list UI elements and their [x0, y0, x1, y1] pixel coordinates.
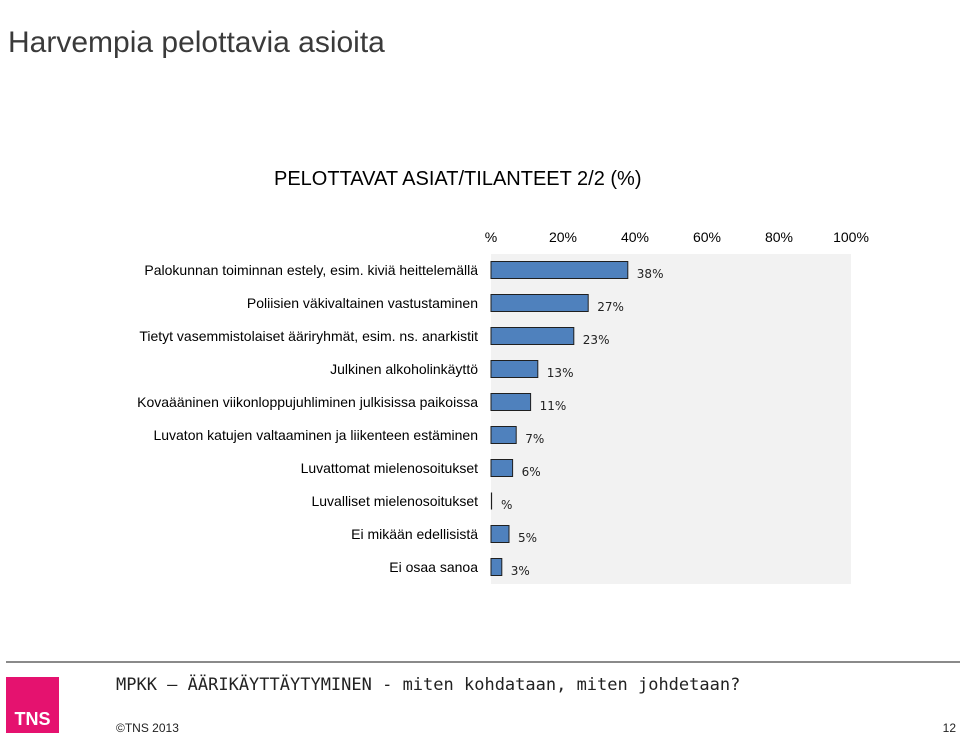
x-tick-label: 100% [833, 229, 869, 245]
value-label: 27% [597, 300, 624, 314]
value-label: 11% [540, 399, 567, 413]
x-tick-label: 60% [693, 229, 721, 245]
copyright-text: ©TNS 2013 [116, 721, 179, 735]
category-label: Tietyt vasemmistolaiset ääriryhmät, esim… [139, 328, 478, 344]
value-label: 5% [518, 531, 537, 545]
x-tick-label: % [485, 229, 497, 245]
value-label: 3% [511, 564, 530, 578]
bar [490, 459, 514, 477]
category-label: Palokunnan toiminnan estely, esim. kiviä… [144, 262, 478, 278]
value-label: % [501, 498, 512, 512]
bar-chart: % 20% 40% 60% 80% 100% Palokunnan toiminnan e… [137, 229, 869, 584]
footer-divider [6, 661, 960, 663]
bars [490, 261, 629, 576]
value-labels: 38% 27% 23% 13% 11% 7% 6%% 5% 3% [501, 267, 663, 578]
bar [490, 327, 575, 345]
bar [490, 360, 539, 378]
value-label: 13% [547, 366, 574, 380]
x-axis-tick-labels: % 20% 40% 60% 80% 100% [485, 229, 869, 245]
value-label: 38% [637, 267, 664, 281]
bar [490, 525, 510, 543]
category-label: Kovaääninen viikonloppujuhliminen julkis… [137, 394, 478, 410]
bar [490, 261, 629, 279]
tns-logo: TNS [6, 677, 59, 733]
x-tick-label: 40% [621, 229, 649, 245]
category-label: Poliisien väkivaltainen vastustaminen [247, 295, 478, 311]
bar [490, 558, 503, 576]
category-label: Julkinen alkoholinkäyttö [330, 361, 478, 377]
value-label: 6% [522, 465, 541, 479]
category-label: Luvalliset mielenosoitukset [311, 493, 478, 509]
category-label: Ei osaa sanoa [389, 559, 478, 575]
bar [490, 426, 517, 444]
x-tick-label: 20% [549, 229, 577, 245]
chart-title: PELOTTAVAT ASIAT/TILANTEET 2/2 (%) [274, 168, 642, 190]
bar [490, 393, 532, 411]
category-label: Luvaton katujen valtaaminen ja liikentee… [153, 427, 478, 443]
page-number: 12 [942, 721, 956, 735]
category-labels: Palokunnan toiminnan estely, esim. kiviä… [137, 262, 478, 575]
x-tick-label: 80% [765, 229, 793, 245]
bar [490, 294, 589, 312]
page-title: Harvempia pelottavia asioita [8, 26, 385, 59]
value-label: 7% [525, 432, 544, 446]
value-label: 23% [583, 333, 610, 347]
logo-text: TNS [14, 709, 51, 729]
category-label: Luvattomat mielenosoitukset [301, 460, 479, 476]
footer-subtitle: MPKK – ÄÄRIKÄYTTÄYTYMINEN - miten kohdat… [116, 675, 741, 695]
category-label: Ei mikään edellisistä [351, 526, 478, 542]
